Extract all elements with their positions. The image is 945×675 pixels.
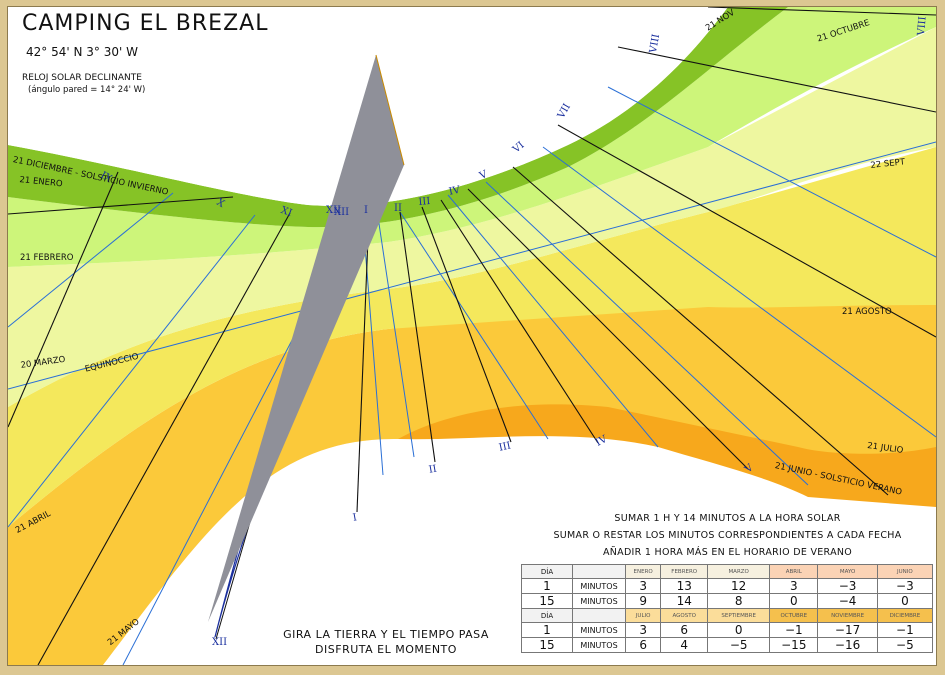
day-cell: 1 [521, 622, 573, 638]
hour-numeral: II [394, 203, 402, 214]
value-cell: −1 [769, 622, 819, 638]
table-row: 15 MINUTOS 6 4 −5 −15 −16 −5 [521, 637, 934, 653]
hour-lines [8, 7, 936, 665]
empty-header [572, 608, 626, 623]
value-cell: 14 [660, 593, 709, 609]
minutes-label: MINUTOS [572, 622, 626, 638]
value-cell: −16 [817, 637, 878, 653]
hour-numeral: XII [326, 205, 342, 216]
table-row: 1 MINUTOS 3 6 0 −1 −17 −1 [521, 622, 934, 638]
wall-angle: (ángulo pared = 14° 24' W) [28, 85, 146, 95]
month-header: AGOSTO [660, 608, 709, 623]
value-cell: 3 [624, 622, 662, 638]
coordinates: 42° 54' N 3° 30' W [26, 45, 138, 59]
day-cell: 1 [521, 578, 573, 594]
note-add-time: SUMAR 1 H Y 14 MINUTOS A LA HORA SOLAR [614, 513, 841, 524]
motto-line-2: DISFRUTA EL MOMENTO [315, 643, 457, 656]
hour-numeral: XII [334, 207, 350, 218]
value-cell: −17 [817, 622, 878, 638]
table-row: 1 MINUTOS 3 13 12 3 −3 −3 [521, 578, 934, 594]
label-aug: 21 AGOSTO [842, 307, 892, 317]
value-cell: −3 [876, 578, 934, 594]
table-row: 15 MINUTOS 9 14 8 0 −4 0 [521, 593, 934, 609]
month-header: NOVIEMBRE [817, 608, 878, 623]
gnomon-edge [375, 54, 405, 166]
hour-numeral: XII [212, 637, 228, 648]
note-summer-time: AÑADIR 1 HORA MÁS EN EL HORARIO DE VERAN… [602, 547, 853, 558]
band-yellow [8, 147, 936, 527]
hour-numeral: IV [448, 184, 462, 198]
value-cell: 4 [660, 637, 709, 653]
value-cell: −5 [707, 637, 771, 653]
value-cell: 3 [624, 578, 662, 594]
minutes-label: MINUTOS [572, 593, 626, 609]
value-cell: 13 [660, 578, 709, 594]
band-light-orange [8, 305, 936, 665]
month-header: MAYO [817, 564, 878, 579]
value-cell: 6 [660, 622, 709, 638]
month-header: ENERO [624, 564, 662, 579]
day-header: DÍA [521, 608, 573, 623]
value-cell: 0 [769, 593, 819, 609]
value-cell: 0 [876, 593, 934, 609]
day-cell: 15 [521, 637, 573, 653]
gnomon [208, 55, 404, 622]
minutes-label: MINUTOS [572, 637, 626, 653]
minutes-label: MINUTOS [572, 578, 626, 594]
time-correction-panel: SUMAR 1 H Y 14 MINUTOS A LA HORA SOLAR S… [519, 510, 936, 665]
hour-numeral: VIII [916, 15, 929, 36]
value-cell: 6 [624, 637, 662, 653]
empty-header [572, 564, 626, 579]
value-cell: −3 [817, 578, 878, 594]
page-title: CAMPING EL BREZAL [22, 11, 269, 36]
month-header: ABRIL [769, 564, 819, 579]
value-cell: −1 [876, 622, 934, 638]
value-cell: 0 [707, 622, 771, 638]
month-header-row-2: DÍA JULIO AGOSTO SEPTIEMBRE OCTUBRE NOVI… [521, 608, 934, 623]
hour-numeral: III [418, 195, 431, 208]
month-header: DICIEMBRE [876, 608, 934, 623]
hour-numeral: II [428, 463, 438, 476]
value-cell: 8 [707, 593, 771, 609]
month-header: SEPTIEMBRE [707, 608, 771, 623]
day-cell: 15 [521, 593, 573, 609]
value-cell: −4 [817, 593, 878, 609]
value-cell: 3 [769, 578, 819, 594]
value-cell: −15 [769, 637, 819, 653]
month-header: JULIO [624, 608, 662, 623]
note-add-subtract: SUMAR O RESTAR LOS MINUTOS CORRESPONDIEN… [553, 530, 902, 541]
label-feb: 21 FEBRERO [20, 253, 74, 263]
month-header: JUNIO [876, 564, 934, 579]
day-header: DÍA [521, 564, 573, 579]
hour-numeral: I [364, 205, 368, 216]
month-header: OCTUBRE [769, 608, 819, 623]
band-pale-yellow [8, 27, 936, 407]
half-hour-lines [8, 86, 936, 665]
dial-type: RELOJ SOLAR DECLINANTE [22, 73, 142, 83]
motto-line-1: GIRA LA TIERRA Y EL TIEMPO PASA [283, 628, 489, 641]
value-cell: 9 [624, 593, 662, 609]
value-cell: 12 [707, 578, 771, 594]
month-header: MARZO [707, 564, 771, 579]
month-header-row-1: DÍA ENERO FEBRERO MARZO ABRIL MAYO JUNIO [521, 564, 934, 579]
month-header: FEBRERO [660, 564, 709, 579]
value-cell: −5 [876, 637, 934, 653]
sundial-board: CAMPING EL BREZAL 42° 54' N 3° 30' W REL… [7, 6, 937, 666]
correction-table: DÍA ENERO FEBRERO MARZO ABRIL MAYO JUNIO… [521, 564, 934, 653]
band-light-green [8, 7, 936, 267]
band-winter [8, 7, 788, 228]
